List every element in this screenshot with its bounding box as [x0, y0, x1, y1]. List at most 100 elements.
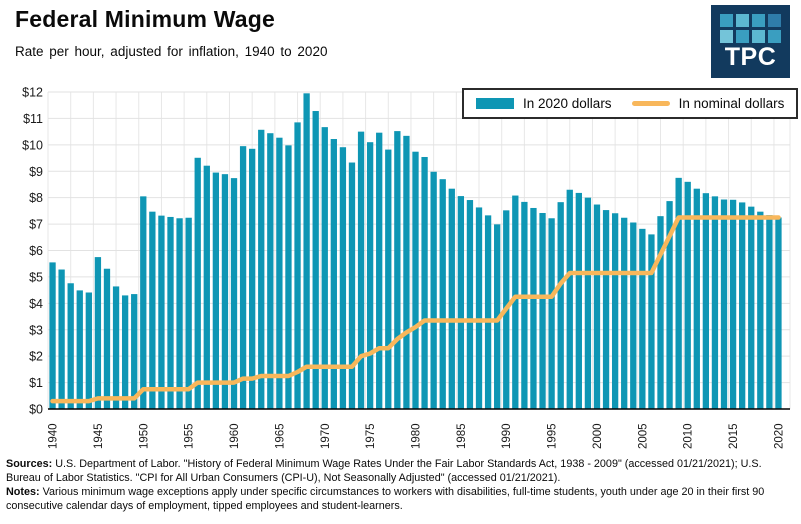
chart-area: $0 $1 $2 $3 $4 $5 $6 $7 $8 $9 $10 $11 $12 1940 1945 195…	[0, 80, 801, 455]
bar-1962	[249, 148, 256, 410]
bar-1986	[466, 200, 474, 409]
logo-square-icon	[752, 14, 765, 27]
bar-1999	[584, 197, 592, 409]
bar-1991	[512, 195, 519, 409]
page-title: Federal Minimum Wage	[15, 6, 276, 32]
bar-1967	[294, 122, 301, 409]
bar-2005	[639, 228, 646, 409]
bar-2012	[702, 193, 710, 409]
x-tick-label: 1940	[48, 423, 60, 449]
x-tick-label: 2010	[683, 423, 695, 449]
bar-1994	[539, 212, 546, 409]
y-tick-label: $4	[29, 297, 43, 311]
bar-1993	[530, 207, 537, 409]
bar-2004	[630, 222, 637, 409]
bar-2019	[766, 215, 773, 409]
bar-1960	[230, 178, 238, 409]
bar-1980	[412, 151, 419, 409]
bar-1963	[258, 129, 265, 409]
bar-1954	[176, 218, 183, 409]
bar-1941	[58, 269, 65, 409]
bar-2009	[675, 177, 682, 409]
tpc-logo-squares-icon	[720, 14, 781, 43]
bar-1996	[557, 202, 564, 409]
bar-1958	[212, 172, 220, 409]
bar-1947	[112, 286, 120, 409]
logo-square-icon	[768, 30, 781, 43]
logo-square-icon	[720, 30, 733, 43]
y-axis-labels: $0 $1 $2 $3 $4 $5 $6 $7 $8 $9 $10 $11 $12	[22, 86, 43, 417]
nominal-dollars-line	[50, 215, 781, 404]
logo-square-icon	[752, 30, 765, 43]
chart-legend: In 2020 dollars In nominal dollars	[462, 88, 799, 119]
bar-1972	[339, 147, 347, 409]
x-tick-label: 2015	[728, 423, 740, 449]
bar-1978	[394, 131, 401, 409]
logo-square-icon	[768, 14, 781, 27]
sources-line: Sources: U.S. Department of Labor. "Hist…	[6, 457, 798, 485]
bar-1988	[484, 215, 492, 409]
x-tick-label: 1965	[274, 423, 286, 449]
bar-2003	[621, 217, 628, 409]
bar-1975	[366, 142, 374, 409]
x-axis-labels: 1940 1945 1950 1955 1960 1965 1970 1975 1980 1985…	[48, 423, 786, 449]
x-tick-label: 1980	[411, 423, 423, 449]
logo-square-icon	[720, 14, 733, 27]
y-tick-label: $11	[23, 112, 43, 126]
sources-text: U.S. Department of Labor. "History of Fe…	[6, 458, 762, 485]
x-tick-label: 1950	[138, 423, 150, 449]
x-tick-label: 1995	[547, 423, 559, 449]
bar-1951	[149, 211, 156, 409]
bar-1956	[194, 157, 201, 409]
bar-2007	[657, 216, 664, 409]
bar-2002	[611, 213, 619, 409]
bar-2006	[648, 234, 655, 409]
legend-line-swatch-icon	[631, 101, 670, 106]
bar-2014	[720, 199, 728, 409]
notes-label: Notes:	[6, 486, 40, 499]
bar-2018	[757, 211, 764, 409]
bar-1987	[475, 207, 483, 409]
bar-1946	[103, 268, 111, 409]
legend-label-2020-dollars: In 2020 dollars	[523, 96, 612, 111]
bar-1989	[494, 224, 501, 409]
bar-1981	[421, 156, 428, 409]
y-tick-label: $3	[29, 323, 43, 337]
bar-2000	[593, 204, 601, 409]
y-tick-label: $8	[29, 191, 43, 205]
x-tick-label: 1975	[365, 423, 377, 449]
bar-1944	[85, 292, 92, 409]
tpc-logo-text: TPC	[724, 43, 777, 71]
tpc-logo: TPC	[711, 5, 790, 78]
bar-1940	[49, 262, 56, 409]
y-tick-label: $6	[29, 244, 43, 258]
bar-1959	[221, 174, 229, 409]
bar-1955	[185, 217, 192, 409]
legend-label-nominal-dollars: In nominal dollars	[678, 96, 785, 111]
x-tick-label: 1985	[456, 423, 468, 449]
bar-1998	[575, 192, 582, 409]
x-tick-label: 2005	[637, 423, 649, 449]
bar-1969	[312, 111, 319, 409]
x-tick-label: 2000	[592, 423, 604, 449]
bar-2017	[748, 206, 755, 409]
x-tick-label: 2020	[774, 423, 786, 449]
bar-1952	[158, 215, 165, 409]
bar-1997	[566, 189, 573, 409]
x-tick-label: 1990	[501, 423, 513, 449]
page-subtitle: Rate per hour, adjusted for inflation, 1…	[15, 44, 328, 59]
bar-1961	[239, 146, 247, 409]
logo-square-icon	[736, 30, 749, 43]
notes-line: Notes: Various minimum wage exceptions a…	[6, 485, 798, 513]
bar-2015	[729, 199, 737, 409]
bar-1965	[276, 137, 283, 409]
footer-notes: Sources: U.S. Department of Labor. "Hist…	[6, 457, 798, 513]
bar-1976	[376, 132, 383, 409]
bar-1948	[121, 295, 129, 409]
x-tick-label: 1955	[184, 423, 196, 449]
bar-1949	[131, 294, 138, 409]
bar-1953	[167, 216, 174, 409]
minimum-wage-chart-svg: $0 $1 $2 $3 $4 $5 $6 $7 $8 $9 $10 $11 $12 1940 1945 195…	[22, 86, 791, 449]
bar-1950	[140, 196, 147, 409]
